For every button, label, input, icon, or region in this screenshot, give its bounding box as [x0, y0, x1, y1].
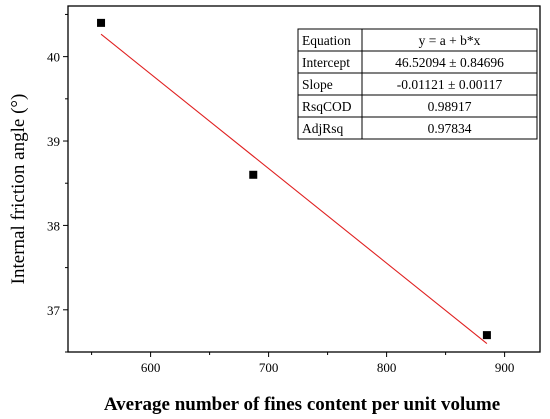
table-value-2: -0.01121 ± 0.00117: [397, 77, 503, 92]
table-label-3: RsqCOD: [302, 99, 352, 114]
y-tick-label-2: 39: [47, 134, 60, 149]
y-tick-label-3: 40: [47, 50, 60, 65]
data-point-0: [97, 18, 106, 27]
x-tick-label-0: 600: [141, 360, 161, 375]
fit-results-table: Equation y = a + b*x Intercept 46.52094 ± 0…: [297, 28, 538, 140]
table-value-3: 0.98917: [428, 99, 472, 114]
table-label-2: Slope: [302, 77, 333, 92]
plot-border: [67, 5, 541, 353]
fit-line: [100, 33, 488, 344]
x-axis-title: Average number of fines content per unit…: [104, 394, 500, 415]
y-tick-label-0: 37: [47, 303, 61, 318]
data-point-2: [482, 331, 491, 340]
x-tick-label-2: 800: [377, 360, 397, 375]
table-label-1: Intercept: [302, 55, 350, 70]
table-value-4: 0.97834: [428, 121, 472, 136]
table-value-0: y = a + b*x: [419, 33, 481, 48]
y-tick-label-1: 38: [47, 218, 60, 233]
x-tick-label-3: 900: [495, 360, 515, 375]
table-border: [297, 28, 538, 140]
data-point-1: [249, 170, 258, 179]
plot-frame: [67, 5, 541, 353]
table-label-0: Equation: [302, 33, 351, 48]
x-tick-label-1: 700: [259, 360, 279, 375]
table-label-4: AdjRsq: [302, 121, 344, 136]
data-points-layer: [97, 18, 491, 340]
table-value-1: 46.52094 ± 0.84696: [395, 55, 504, 70]
y-axis-title: Internal friction angle (°): [8, 94, 29, 285]
fit-line-layer: [100, 33, 488, 344]
axis-ticks: 600 700 800 900 37 38 39 40: [47, 13, 515, 375]
